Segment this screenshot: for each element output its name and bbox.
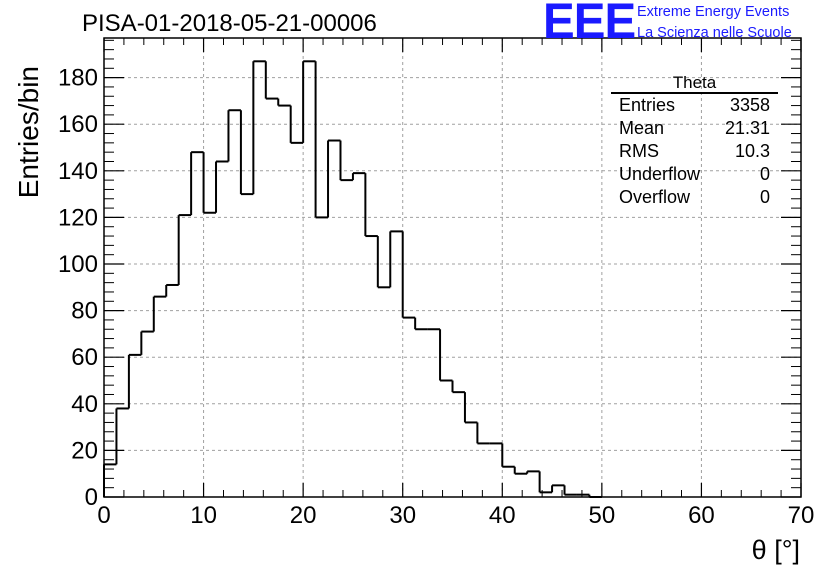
stats-box: Theta Entries 3358 Mean 21.31 RMS 10.3 U… <box>611 74 778 209</box>
histogram-bin <box>289 105 304 144</box>
histogram-bin <box>563 485 577 496</box>
histogram-bin <box>140 330 154 355</box>
histogram-bin <box>476 422 490 445</box>
histogram-bin <box>401 231 416 319</box>
stats-label: Underflow <box>619 164 701 184</box>
x-tick-label: 40 <box>489 502 516 529</box>
y-tick-label: 160 <box>58 111 98 138</box>
y-tick-label: 140 <box>58 158 98 185</box>
histogram-bin <box>376 236 391 289</box>
y-tick-label: 180 <box>58 65 98 92</box>
histogram-bin <box>551 484 565 493</box>
axis-ticks <box>103 38 802 498</box>
histogram-bin <box>227 109 241 162</box>
histogram-bin <box>314 61 329 219</box>
histogram-bin <box>364 173 378 238</box>
histogram-bin <box>239 110 254 196</box>
y-tick-label: 120 <box>58 204 98 231</box>
x-tick-label: 70 <box>788 502 815 529</box>
histogram-bin <box>115 407 129 465</box>
stats-row-mean: Mean 21.31 <box>611 117 778 140</box>
x-tick-labels: 0 10 20 30 40 50 60 70 <box>97 502 814 529</box>
y-tick-label: 60 <box>71 344 98 371</box>
histogram-bin <box>202 152 217 214</box>
histogram-bin <box>215 160 229 213</box>
x-tick-label: 0 <box>97 502 110 529</box>
stats-row-rms: RMS 10.3 <box>611 140 778 163</box>
logo-line-2: La Scienza nelle Scuole <box>637 25 792 41</box>
histogram-bin <box>526 470 540 474</box>
stats-label: RMS <box>619 141 659 161</box>
y-tick-label: 100 <box>58 251 98 278</box>
stats-value: 10.3 <box>734 141 770 161</box>
histogram-bin <box>351 172 366 181</box>
x-tick-label: 20 <box>290 502 317 529</box>
chart-title: PISA-01-2018-05-21-00006 <box>82 10 377 37</box>
histogram-bin <box>302 60 316 143</box>
stats-label: Entries <box>619 95 676 115</box>
logo-line-1: Extreme Energy Events <box>637 4 790 20</box>
x-tick-label: 10 <box>190 502 217 529</box>
histogram-bin <box>451 380 465 394</box>
histogram-bin <box>165 283 179 297</box>
histogram-bin <box>463 392 478 424</box>
x-tick-label: 50 <box>589 502 616 529</box>
y-tick-labels: 0 20 40 60 80 100 120 140 160 180 <box>58 65 98 511</box>
plot-frame <box>103 37 802 498</box>
stats-value: 21.31 <box>724 118 770 138</box>
histogram-bin <box>327 139 341 218</box>
y-axis-label: Entries/bin <box>13 66 44 198</box>
histogram-bin <box>264 61 279 100</box>
y-tick-label: 80 <box>71 298 98 325</box>
stats-row-overflow: Overflow 0 <box>611 186 778 209</box>
histogram-bin <box>339 140 353 182</box>
histogram-bin <box>252 60 266 195</box>
histogram-bins <box>103 60 602 498</box>
x-axis-label: θ [°] <box>752 535 800 565</box>
stats-title: Theta <box>611 74 778 94</box>
histogram-bin <box>414 317 428 331</box>
histogram-bin <box>513 466 528 475</box>
stats-row-entries: Entries 3358 <box>611 94 778 117</box>
x-tick-label: 60 <box>688 502 715 529</box>
histogram-bin <box>277 98 291 107</box>
stats-value: 3358 <box>729 95 770 115</box>
stats-label: Overflow <box>619 187 691 207</box>
histogram-bin <box>190 151 204 216</box>
stats-row-underflow: Underflow 0 <box>611 163 778 186</box>
y-tick-label: 0 <box>85 484 98 511</box>
histogram-bin <box>538 471 553 494</box>
histogram-bin <box>177 214 192 285</box>
histogram-bin <box>127 353 142 409</box>
eee-logo: EEE <box>543 0 636 49</box>
y-tick-label: 40 <box>71 391 98 418</box>
stats-value: 0 <box>759 164 770 184</box>
x-tick-label: 30 <box>389 502 416 529</box>
y-tick-label: 20 <box>71 437 98 464</box>
histogram-bin <box>389 230 403 288</box>
histogram-bin <box>439 329 453 382</box>
stats-value: 0 <box>759 187 770 207</box>
histogram-bin <box>152 295 167 332</box>
stats-label: Mean <box>619 118 665 138</box>
histogram-bin <box>501 443 515 468</box>
